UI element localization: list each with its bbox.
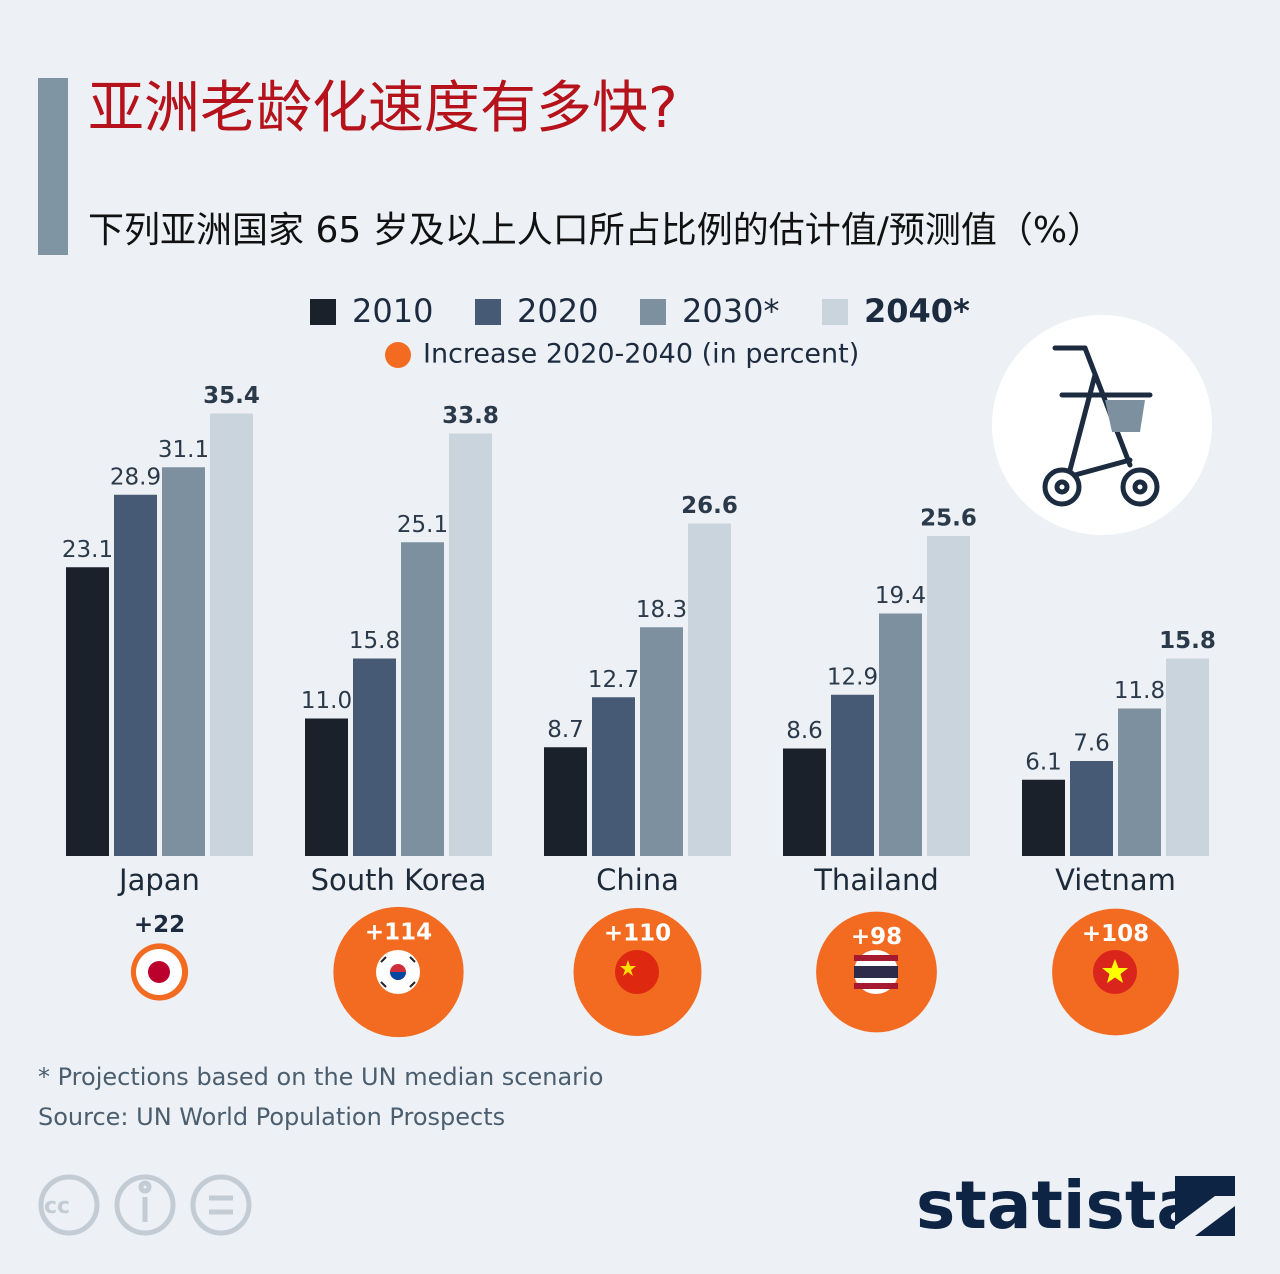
value-label: 6.1 <box>1025 749 1062 775</box>
category-label: South Korea <box>311 863 487 897</box>
increase-label: +110 <box>604 921 671 947</box>
title: 亚洲老龄化速度有多快? <box>88 76 678 141</box>
value-label: 15.8 <box>349 628 400 654</box>
value-label: 8.7 <box>547 717 584 743</box>
increase-label: +108 <box>1082 921 1149 947</box>
value-label: 8.6 <box>786 718 823 744</box>
footnote: * Projections based on the UN median sce… <box>38 1063 603 1091</box>
bar <box>592 697 635 856</box>
bar <box>353 658 396 856</box>
bar <box>1070 761 1113 856</box>
bar <box>783 748 826 856</box>
bar <box>114 494 157 856</box>
bar <box>449 433 492 856</box>
bar <box>688 523 731 856</box>
value-label: 11.0 <box>301 688 352 714</box>
value-label: 35.4 <box>203 383 260 409</box>
accent-bar <box>38 78 68 255</box>
bar <box>305 718 348 856</box>
value-label: 25.6 <box>920 506 977 532</box>
legend-label: 2010 <box>352 292 433 330</box>
value-label: 12.7 <box>588 667 639 693</box>
bar <box>1166 658 1209 856</box>
legend-dot <box>385 342 411 368</box>
value-label: 7.6 <box>1073 731 1110 757</box>
brand: statista <box>916 1167 1201 1244</box>
category-label: Japan <box>117 863 200 897</box>
bar <box>544 747 587 856</box>
bar <box>66 567 109 856</box>
legend-label: 2030* <box>682 292 779 330</box>
value-label: 18.3 <box>636 597 687 623</box>
rollator-icon <box>992 315 1212 535</box>
bar <box>1118 708 1161 856</box>
legend-label: Increase 2020-2040 (in percent) <box>423 339 859 370</box>
cc-mark: cc <box>44 1194 70 1219</box>
subtitle: 下列亚洲国家 65 岁及以上人口所占比例的估计值/预测值（%） <box>88 210 1103 251</box>
license-icons <box>38 1174 252 1236</box>
value-label: 12.9 <box>827 664 878 690</box>
value-label: 23.1 <box>62 537 113 563</box>
value-label: 26.6 <box>681 493 738 519</box>
bar <box>401 542 444 856</box>
legend-label: 2020 <box>517 292 598 330</box>
increase-label: +98 <box>851 924 902 950</box>
legend-swatch <box>640 299 666 325</box>
value-label: 25.1 <box>397 512 448 538</box>
bar <box>927 536 970 856</box>
brand-logo <box>1175 1176 1235 1236</box>
value-label: 19.4 <box>875 583 926 609</box>
bar <box>210 413 253 856</box>
category-label: Vietnam <box>1055 863 1176 897</box>
legend-label: 2040* <box>864 292 970 330</box>
increase-label: +22 <box>134 912 185 938</box>
value-label: 15.8 <box>1159 628 1216 654</box>
bar <box>831 694 874 856</box>
bar <box>1022 779 1065 856</box>
source: Source: UN World Population Prospects <box>38 1103 505 1131</box>
category-label: Thailand <box>813 863 939 897</box>
value-label: 11.8 <box>1114 678 1165 704</box>
value-label: 28.9 <box>110 464 161 490</box>
flags <box>136 949 1137 995</box>
category-label: China <box>596 863 679 897</box>
legend-swatch <box>310 299 336 325</box>
bar <box>640 627 683 856</box>
legend-swatch <box>822 299 848 325</box>
increase-label: +114 <box>365 919 432 945</box>
bar <box>162 467 205 856</box>
value-label: 31.1 <box>158 437 209 463</box>
bar <box>879 613 922 856</box>
legend-swatch <box>475 299 501 325</box>
value-label: 33.8 <box>442 403 499 429</box>
